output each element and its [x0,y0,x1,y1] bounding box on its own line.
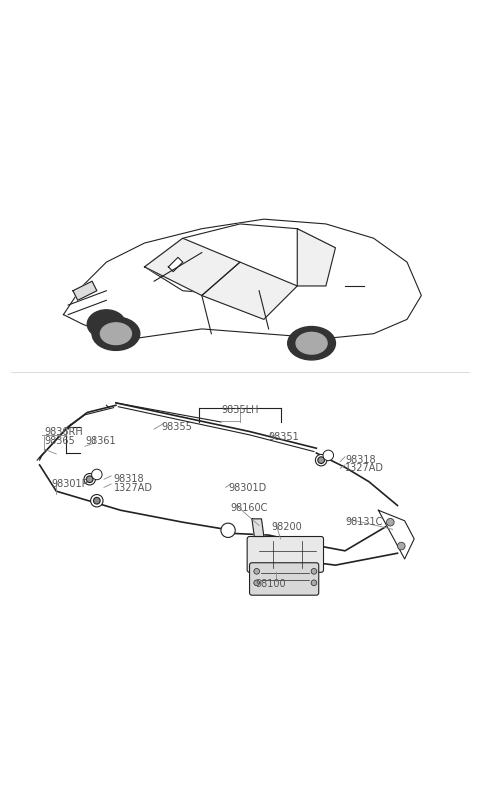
Text: 98365: 98365 [44,437,75,446]
Ellipse shape [92,317,140,350]
Circle shape [84,473,96,485]
Circle shape [254,569,260,574]
Circle shape [323,450,334,461]
Text: 9835LH: 9835LH [221,405,259,415]
Ellipse shape [296,332,327,354]
Circle shape [91,494,103,507]
Ellipse shape [87,310,125,339]
Polygon shape [378,510,414,559]
Text: 98355: 98355 [161,422,192,432]
FancyBboxPatch shape [247,537,324,572]
Text: 1327AD: 1327AD [345,464,384,473]
Text: 98100: 98100 [256,579,287,590]
Circle shape [386,518,394,526]
Polygon shape [144,238,240,296]
Circle shape [311,569,317,574]
Text: 98160C: 98160C [230,503,268,513]
Text: 1327AD: 1327AD [114,482,153,493]
Text: 9836RH: 9836RH [44,427,83,437]
Polygon shape [73,281,97,300]
Text: 98361: 98361 [85,437,116,446]
Circle shape [311,580,317,586]
Text: 98301D: 98301D [228,482,266,493]
Circle shape [94,497,100,504]
Circle shape [318,457,324,464]
Polygon shape [252,519,264,537]
Circle shape [254,580,260,586]
Text: 98318: 98318 [114,474,144,485]
FancyBboxPatch shape [250,563,319,595]
Text: 98200: 98200 [271,522,302,532]
Text: 98351: 98351 [269,432,300,441]
Polygon shape [63,219,421,339]
Circle shape [86,476,93,482]
Ellipse shape [100,323,132,344]
Circle shape [221,523,235,537]
Polygon shape [168,257,183,272]
Circle shape [397,542,405,549]
Text: 98318: 98318 [345,456,376,465]
Circle shape [315,454,327,466]
Polygon shape [144,224,336,296]
Text: 98131C: 98131C [345,517,383,527]
Ellipse shape [288,327,336,360]
Text: 98301P: 98301P [51,479,88,489]
Polygon shape [202,262,297,320]
Polygon shape [297,229,336,286]
Circle shape [92,469,102,480]
